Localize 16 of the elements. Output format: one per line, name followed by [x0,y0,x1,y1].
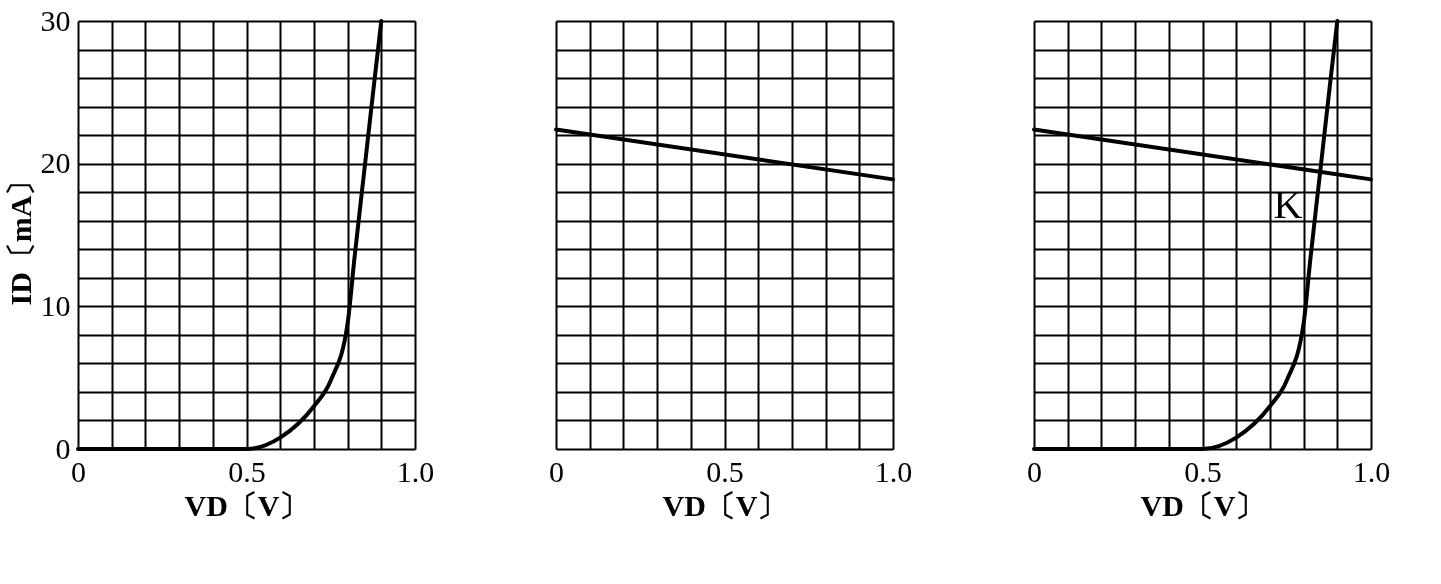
y-tick-label: 30 [40,3,71,37]
x-axis-title: VD〔V〕 [184,488,310,522]
x-tick-label: 1.0 [1352,454,1391,488]
x-tick-label: 0.5 [706,454,744,488]
y-axis-title: ID〔mA〕 [3,165,37,306]
x-tick-label: 0 [549,454,564,488]
x-axis-title: VD〔V〕 [662,488,788,522]
x-tick-label: 0.5 [228,454,266,488]
x-axis-title: VD〔V〕 [1140,488,1266,522]
x-tick-label: 0 [1027,454,1042,488]
y-tick-label: 20 [40,146,71,180]
y-tick-label: 10 [40,288,71,322]
y-tick-label: 0 [55,431,71,465]
x-tick-label: 1.0 [396,454,435,488]
x-tick-label: 0.5 [1184,454,1222,488]
x-tick-label: 1.0 [874,454,913,488]
